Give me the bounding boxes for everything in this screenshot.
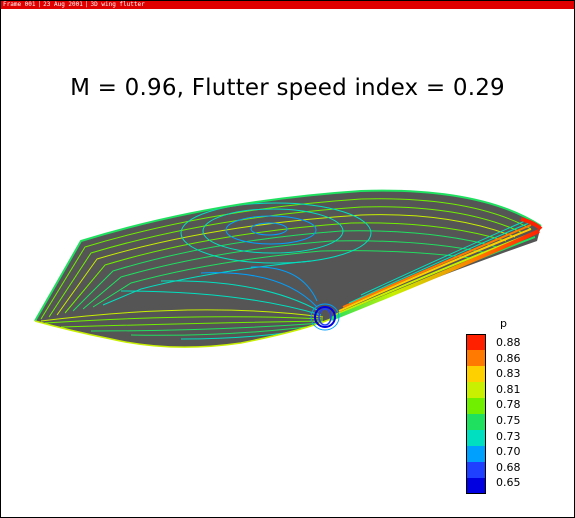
legend-level-label: 0.68 <box>496 460 521 474</box>
wingtip-high-pressure <box>520 217 543 231</box>
legend-swatch <box>466 366 486 383</box>
legend-level-label: 0.81 <box>496 382 521 396</box>
shock-low-pressure-spot <box>314 306 336 328</box>
legend-level-label: 0.78 <box>496 398 521 412</box>
legend-level-label: 0.65 <box>496 476 521 490</box>
legend-level-label: 0.73 <box>496 429 521 443</box>
legend-swatch <box>466 446 486 463</box>
titlebar-frame-label: Frame 001 <box>3 1 36 8</box>
legend-swatch <box>466 462 486 479</box>
legend-swatch <box>466 398 486 415</box>
legend-swatch <box>466 414 486 431</box>
legend-swatch <box>466 334 486 351</box>
legend-swatch <box>466 350 486 367</box>
legend-level-label: 0.83 <box>496 367 521 381</box>
legend-swatch <box>466 478 486 494</box>
trailing-edge-band <box>330 229 540 321</box>
legend-colorbar <box>466 334 486 494</box>
plot-title: M = 0.96, Flutter speed index = 0.29 <box>70 75 505 101</box>
titlebar-case-label: 3D wing flutter <box>90 1 145 8</box>
titlebar-date-label: 23 Aug 2001 <box>43 1 83 8</box>
legend-level-label: 0.86 <box>496 351 521 365</box>
wing-surface <box>35 190 541 348</box>
legend-swatch <box>466 430 486 447</box>
window-titlebar: Frame 001 | 23 Aug 2001 | 3D wing flutter <box>1 1 574 9</box>
leading-edge-outline <box>34 189 542 322</box>
lower-edge-outline <box>34 318 332 348</box>
legend-level-label: 0.75 <box>496 414 521 427</box>
legend-colorbar-frame <box>466 334 486 494</box>
legend-level-label: 0.88 <box>496 336 521 349</box>
legend-level-label: 0.70 <box>496 445 521 459</box>
legend-swatch <box>466 382 486 399</box>
legend-title: p <box>500 317 507 330</box>
